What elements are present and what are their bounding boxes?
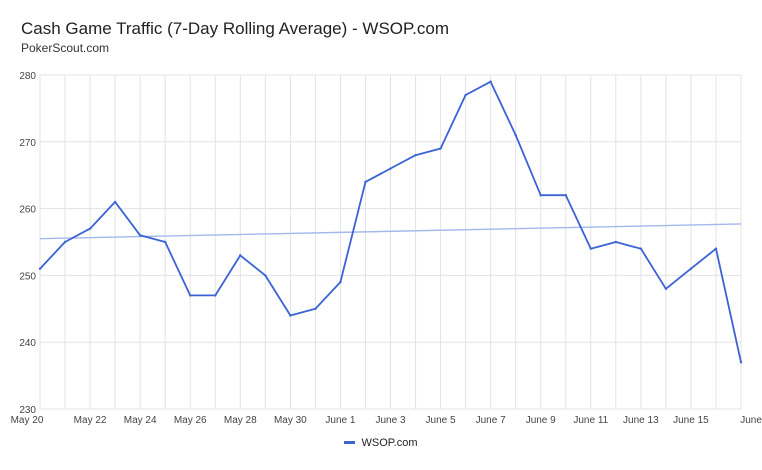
legend: WSOP.com	[0, 435, 762, 449]
x-tick-label: June 7	[476, 415, 506, 426]
data-point	[389, 167, 392, 170]
data-point	[664, 287, 668, 290]
y-tick-label: 280	[19, 71, 36, 82]
x-tick-label: June 3	[375, 415, 405, 426]
data-point	[289, 314, 292, 317]
data-point	[564, 194, 567, 197]
data-point	[314, 307, 317, 310]
data-point	[614, 240, 618, 244]
data-point	[589, 247, 592, 250]
x-tick-label: June 15	[673, 415, 709, 426]
data-point	[264, 274, 267, 277]
data-point	[113, 200, 117, 204]
y-tick-label: 250	[19, 271, 36, 282]
x-tick-label: June 17	[740, 415, 762, 426]
data-point	[38, 267, 42, 270]
data-point	[514, 133, 517, 137]
x-tick-label: May 26	[174, 415, 207, 426]
data-point	[239, 254, 242, 257]
y-tick-label: 270	[19, 138, 36, 149]
data-point	[414, 153, 417, 157]
x-tick-label: June 11	[573, 415, 608, 426]
x-tick-label: June 13	[623, 415, 659, 426]
data-point	[464, 93, 467, 97]
data-point	[88, 227, 92, 230]
data-point	[214, 294, 217, 297]
data-point	[189, 294, 192, 297]
x-tick-label: June 9	[526, 415, 556, 426]
y-tick-label: 260	[19, 205, 36, 216]
data-point	[489, 80, 492, 83]
chart-subtitle: PokerScout.com	[21, 41, 110, 55]
data-point	[739, 361, 743, 364]
legend-swatch	[344, 441, 356, 444]
data-point	[364, 180, 367, 184]
x-tick-label: June 1	[325, 415, 355, 426]
data-point	[689, 267, 693, 270]
legend-label: WSOP.com	[361, 436, 418, 449]
x-tick-label: May 20	[11, 415, 44, 426]
x-tick-label: May 28	[224, 415, 257, 426]
x-tick-label: May 22	[74, 415, 107, 426]
chart-title: Cash Game Traffic (7-Day Rolling Average…	[21, 19, 449, 38]
x-tick-label: May 24	[124, 415, 157, 426]
data-point	[339, 280, 342, 284]
y-tick-label: 240	[19, 338, 36, 349]
y-tick-label: 230	[19, 405, 36, 416]
legend-item-wsop[interactable]: WSOP.com	[344, 436, 418, 449]
data-point	[714, 247, 718, 250]
data-point	[639, 247, 643, 250]
data-point	[163, 240, 167, 244]
data-point	[138, 234, 142, 237]
x-tick-label: May 30	[274, 415, 307, 426]
trendline	[39, 223, 742, 240]
data-point	[63, 240, 67, 244]
x-tick-label: June 5	[426, 415, 456, 426]
data-point	[439, 147, 442, 150]
data-point	[539, 194, 542, 197]
